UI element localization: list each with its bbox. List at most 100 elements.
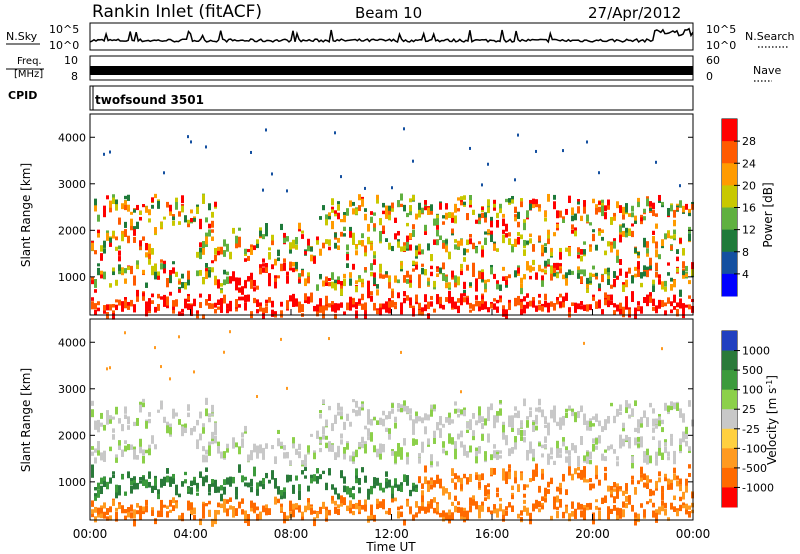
power-data-cell <box>544 293 547 301</box>
vel-data-cell <box>439 484 442 489</box>
vel-data-cell <box>631 480 634 484</box>
vel-data-cell <box>208 417 211 423</box>
vel-data-cell <box>133 421 136 427</box>
power-data-cell <box>502 213 505 218</box>
power-data-cell <box>166 280 169 288</box>
vel-data-cell <box>511 420 514 429</box>
vel-data-cell <box>196 439 199 446</box>
power-data-cell <box>106 195 109 200</box>
vel-data-cell <box>556 421 559 427</box>
power-data-cell <box>469 282 472 287</box>
power-data-cell <box>676 267 679 273</box>
power-data-cell <box>196 206 199 214</box>
power-data-cell <box>688 304 691 310</box>
vel-data-cell <box>475 459 478 464</box>
vel-data-cell <box>100 453 103 461</box>
power-data-cell <box>451 303 454 308</box>
power-data-cell <box>616 304 619 309</box>
power-data-cell <box>634 215 637 222</box>
vel-data-cell <box>181 512 184 517</box>
vel-data-cell <box>214 479 217 488</box>
power-data-cell <box>316 310 319 317</box>
vel-data-cell <box>550 477 553 485</box>
power-data-cell <box>355 280 358 285</box>
vel-data-cell <box>145 499 148 506</box>
power-data-cell <box>268 273 271 279</box>
vel-data-cell <box>454 505 457 513</box>
vel-data-cell <box>217 510 220 515</box>
power-data-cell <box>445 276 448 283</box>
power-data-cell <box>484 303 487 310</box>
freq-tick-bottom-left: 8 <box>71 70 78 83</box>
vel-data-cell <box>433 497 436 503</box>
vel-data-cell <box>415 484 418 489</box>
vel-data-cell <box>577 455 580 460</box>
vel-data-cell <box>541 472 544 480</box>
power-data-cell <box>562 219 565 223</box>
vel-data-cell <box>289 500 292 507</box>
power-data-cell <box>319 273 322 279</box>
power-data-cell <box>343 278 346 287</box>
vel-data-cell <box>349 487 352 493</box>
power-data-cell <box>190 140 192 144</box>
power-data-cell <box>454 206 457 213</box>
power-data-cell <box>643 243 646 248</box>
power-data-cell <box>655 213 658 217</box>
vel-data-cell <box>625 502 628 509</box>
power-data-cell <box>388 205 391 211</box>
power-data-cell <box>91 276 94 281</box>
power-data-cell <box>571 224 574 230</box>
vel-data-cell <box>493 504 496 510</box>
vel-data-cell <box>406 452 409 457</box>
power-data-cell <box>454 239 457 243</box>
power-data-cell <box>355 250 358 256</box>
vel-data-cell <box>502 429 505 438</box>
vel-data-cell <box>253 502 256 508</box>
vel-data-cell <box>541 505 544 509</box>
power-data-cell <box>460 295 463 302</box>
vel-data-cell <box>97 422 100 426</box>
power-data-cell <box>604 269 607 275</box>
vel-data-cell <box>253 466 256 474</box>
power-data-cell <box>478 301 481 307</box>
power-data-cell <box>475 219 478 224</box>
power-data-cell <box>526 301 529 309</box>
power-data-cell <box>514 214 517 218</box>
power-data-cell <box>607 199 610 207</box>
vel-data-cell <box>439 430 442 438</box>
power-data-cell <box>352 208 355 215</box>
power-data-cell <box>538 293 541 298</box>
power-data-cell <box>403 279 406 283</box>
power-data-cell <box>250 279 253 283</box>
power-data-cell <box>535 199 538 206</box>
power-data-cell <box>112 271 115 276</box>
vel-data-cell <box>340 439 343 445</box>
vel-data-cell <box>280 489 283 497</box>
power-data-cell <box>478 213 481 218</box>
power-data-cell <box>265 262 268 270</box>
vel-data-cell <box>187 405 190 411</box>
power-data-cell <box>325 239 328 245</box>
power-data-cell <box>580 255 583 262</box>
vel-data-cell <box>442 516 445 522</box>
vel-data-cell <box>133 482 136 490</box>
vel-data-cell <box>283 511 286 519</box>
vel-data-cell <box>547 428 550 436</box>
vel-data-cell <box>370 437 373 442</box>
power-data-cell <box>307 272 310 279</box>
vel-data-cell <box>253 449 256 453</box>
power-data-cell <box>316 236 319 241</box>
power-data-cell <box>367 282 370 288</box>
power-data-cell <box>571 229 574 234</box>
power-data-cell <box>685 203 688 210</box>
power-data-cell <box>379 230 382 236</box>
vel-data-cell <box>106 367 108 371</box>
power-data-cell <box>403 292 406 297</box>
vel-data-cell <box>661 452 664 459</box>
power-data-cell <box>115 203 118 211</box>
vel-data-cell <box>655 509 658 513</box>
power-data-cell <box>457 240 460 247</box>
vel-data-cell <box>484 485 487 493</box>
